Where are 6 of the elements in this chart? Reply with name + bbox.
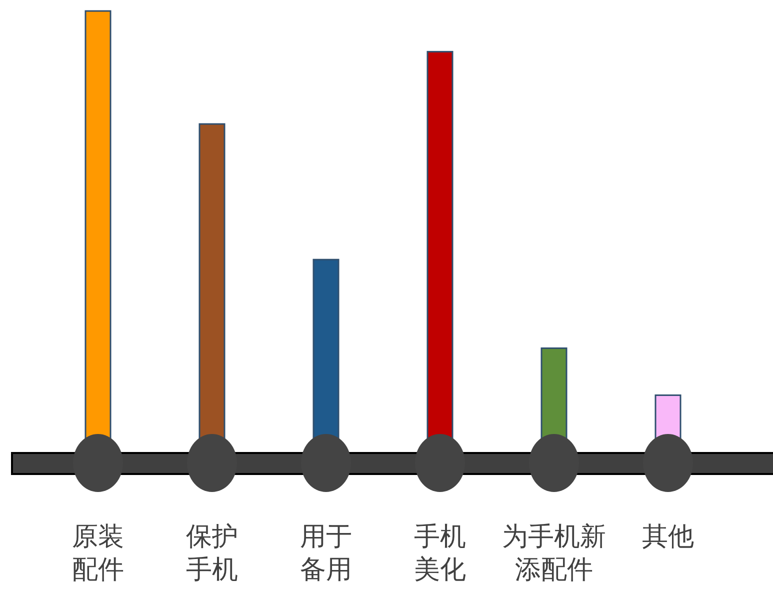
x-tick-label: 原装配件 (72, 522, 124, 585)
x-tick-label: 保护手机 (186, 522, 238, 585)
x-tick-label: 用于备用 (300, 522, 352, 585)
x-tick-label: 其他 (642, 522, 694, 552)
x-tick-label: 手机美化 (414, 522, 466, 585)
x-tick-label: 为手机新添配件 (502, 522, 606, 585)
